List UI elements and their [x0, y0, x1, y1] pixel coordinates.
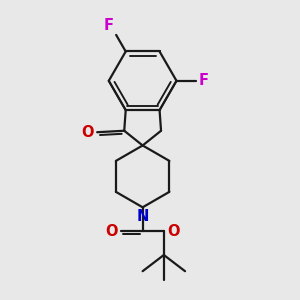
Text: O: O: [105, 224, 118, 239]
Text: F: F: [104, 18, 114, 33]
Text: F: F: [199, 73, 208, 88]
Text: O: O: [167, 224, 179, 239]
Text: O: O: [82, 125, 94, 140]
Text: N: N: [136, 209, 149, 224]
